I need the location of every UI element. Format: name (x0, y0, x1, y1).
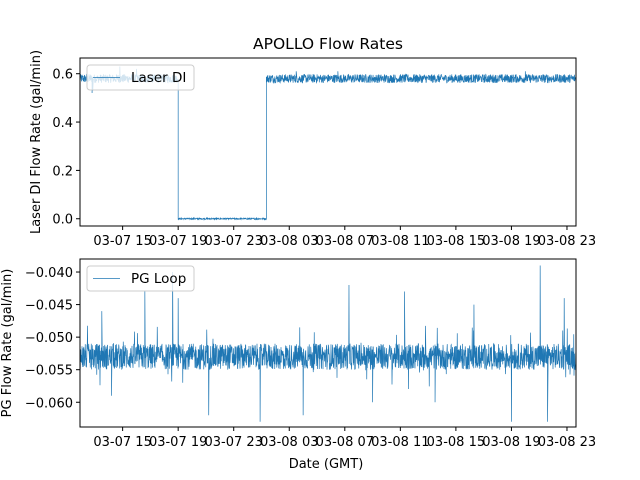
bottom-y-axis-label: PG Flow Rate (gal/min) (0, 269, 15, 418)
legend-box (86, 64, 195, 91)
axes-frame (79, 57, 577, 227)
x-tick-label: 03-08 23 (538, 435, 596, 450)
x-tick-label: 03-07 23 (204, 234, 262, 249)
x-tick-label: 03-08 11 (371, 234, 429, 249)
series-line-pg-loop (80, 265, 576, 422)
x-tick-label: 03-08 07 (316, 234, 374, 249)
y-tick-label: −0.040 (25, 266, 73, 281)
y-tick-label: 0.6 (52, 68, 73, 83)
y-tick-label: −0.060 (25, 396, 73, 411)
x-tick-label: 03-08 03 (260, 435, 318, 450)
top-y-axis-label: Laser DI Flow Rate (gal/min) (29, 50, 44, 234)
x-tick-label: 03-08 03 (260, 234, 318, 249)
x-tick-label: 03-07 15 (93, 234, 151, 249)
x-tick-label: 03-08 07 (316, 435, 374, 450)
y-tick-label: 0.4 (52, 116, 73, 131)
y-tick-label: 0.2 (52, 164, 73, 179)
legend-box (86, 265, 195, 292)
x-tick-label: 03-08 23 (538, 234, 596, 249)
x-axis-label: Date (GMT) (289, 457, 364, 472)
x-tick-label: 03-08 11 (371, 435, 429, 450)
x-tick-label: 03-07 23 (204, 435, 262, 450)
y-tick-label: −0.050 (25, 331, 73, 346)
x-tick-label: 03-08 19 (482, 234, 540, 249)
x-tick-label: 03-07 19 (149, 234, 207, 249)
axes-frame (79, 258, 577, 428)
legend-label: PG Loop (131, 271, 186, 287)
legend: PG Loop (86, 265, 195, 292)
y-tick-label: −0.055 (25, 364, 73, 379)
y-tick-label: 0.0 (52, 213, 73, 228)
y-tick-label: −0.045 (25, 299, 73, 314)
x-tick-label: 03-07 15 (93, 435, 151, 450)
legend-label: Laser DI (131, 70, 186, 86)
x-tick-label: 03-08 19 (482, 435, 540, 450)
x-tick-label: 03-07 19 (149, 435, 207, 450)
x-tick-label: 03-08 15 (427, 234, 485, 249)
x-tick-label: 03-08 15 (427, 435, 485, 450)
legend: Laser DI (86, 64, 195, 91)
chart-title: APOLLO Flow Rates (253, 35, 403, 53)
